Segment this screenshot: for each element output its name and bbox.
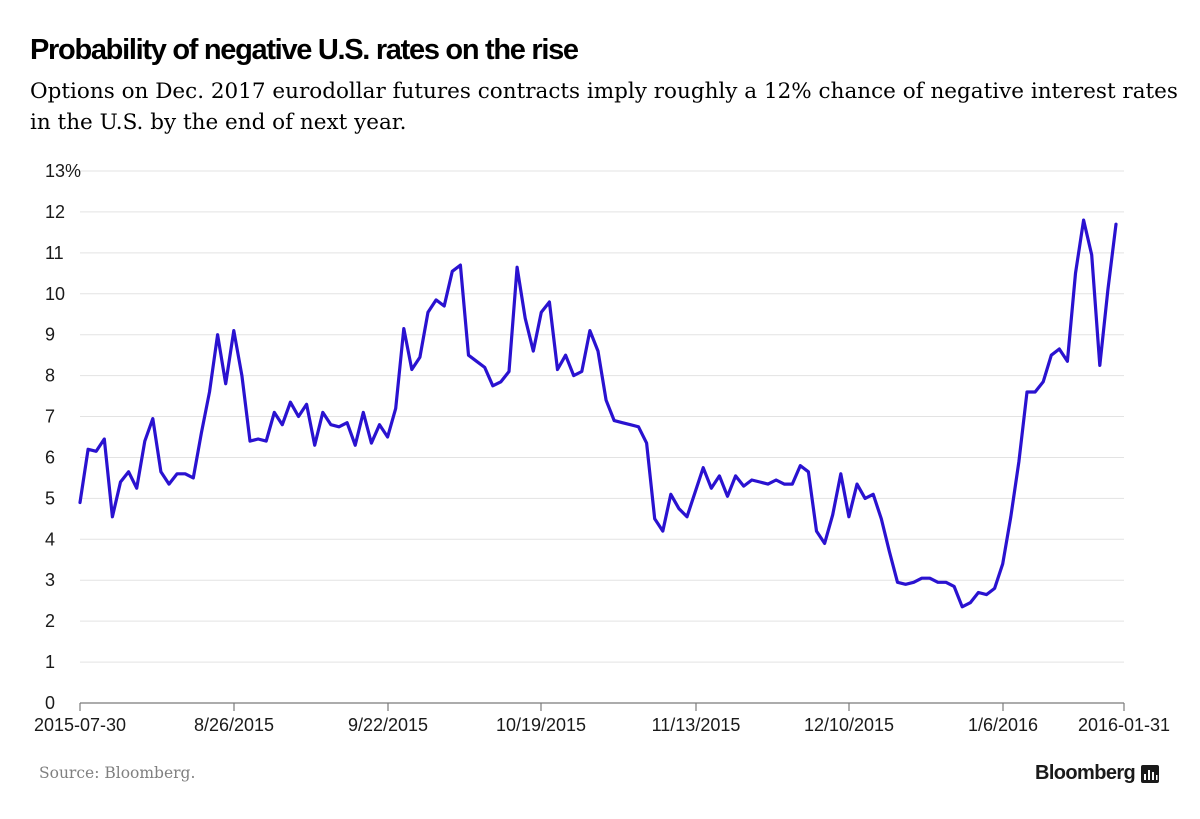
series-group <box>78 218 1118 609</box>
y-tick-label: 6 <box>45 447 55 467</box>
y-tick-label: 9 <box>45 325 55 345</box>
x-tick-label: 1/6/2016 <box>968 715 1038 735</box>
y-tick-label: 10 <box>45 284 65 304</box>
y-tick-label: 0 <box>45 693 55 713</box>
x-tick-label: 10/19/2015 <box>496 715 586 735</box>
grid-lines <box>80 170 1124 663</box>
chart-title: Probability of negative U.S. rates on th… <box>30 34 579 66</box>
chart-subtitle: Options on Dec. 2017 eurodollar futures … <box>30 79 1178 135</box>
y-tick-label: 8 <box>45 366 55 386</box>
x-tick-label: 12/10/2015 <box>804 715 894 735</box>
series-line <box>78 218 1118 609</box>
source-note: Source: Bloomberg. <box>39 764 196 782</box>
y-tick-label: 4 <box>45 529 55 549</box>
x-tick-label: 2016-01-31 <box>1078 715 1170 735</box>
x-axis: 2015-07-30 8/26/2015 9/22/2015 10/19/2015 11… <box>34 702 1170 735</box>
y-tick-label: 1 <box>45 652 55 672</box>
y-tick-label: 13% <box>45 161 81 181</box>
x-tick-label: 2015-07-30 <box>34 715 126 735</box>
y-tick-label: 11 <box>45 243 64 263</box>
x-tick-label: 8/26/2015 <box>194 715 274 735</box>
x-tick-label: 11/13/2015 <box>652 715 741 735</box>
bloomberg-chart-icon <box>1141 764 1160 783</box>
brand-name: Bloomberg <box>1035 762 1136 784</box>
y-tick-label: 5 <box>45 488 55 508</box>
bloomberg-logo: Bloomberg <box>1035 762 1160 785</box>
y-tick-label: 7 <box>45 407 55 427</box>
y-tick-label: 2 <box>45 611 55 631</box>
x-tick-label: 9/22/2015 <box>348 715 428 735</box>
y-tick-label: 12 <box>45 202 65 222</box>
y-tick-label: 3 <box>45 570 55 590</box>
